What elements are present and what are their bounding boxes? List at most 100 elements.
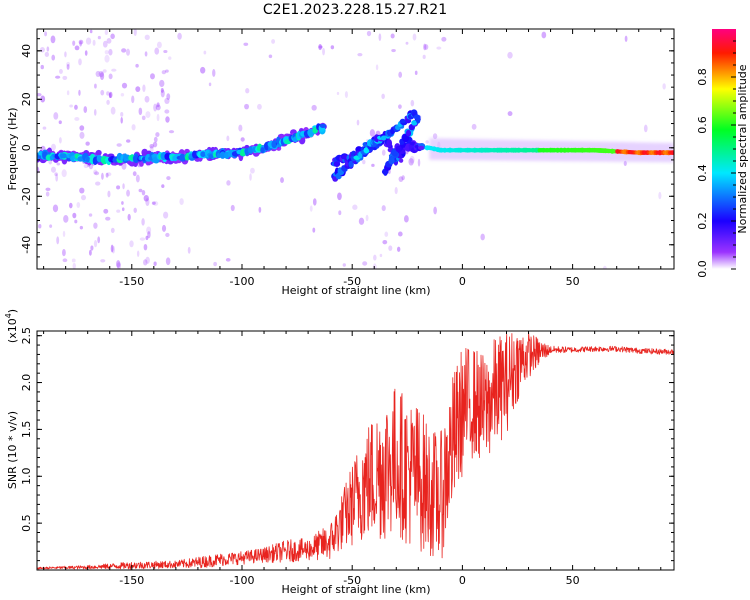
spectrogram-noise-cell (153, 103, 158, 112)
spectrogram-noise-cell (40, 95, 46, 103)
spectrogram-noise-cell (397, 246, 401, 252)
colorbar-ticks: 0.0 0.2 0.4 0.6 0.8 (696, 40, 736, 278)
spectrogram-noise-cell (398, 71, 403, 78)
spectrogram-y-label: Frequency (Hz) (6, 108, 19, 191)
spectrogram-x-label: Height of straight line (km) (281, 284, 430, 297)
snr-frame (36, 330, 675, 571)
spectrogram-cell (179, 153, 186, 162)
spectrogram-noise-cell (39, 47, 45, 53)
spectrogram-noise-cell (136, 250, 140, 257)
spectrogram-cell (405, 118, 412, 124)
spectrogram-noise-cell (409, 155, 415, 164)
spectrogram-noise-cell (59, 69, 63, 74)
spectrogram-noise-cell (95, 70, 101, 78)
spectrogram-noise-cell (104, 54, 110, 63)
spectrogram-noise-cell (111, 68, 117, 72)
spectrogram-noise-cell (507, 111, 513, 117)
x-tick-label: -150 (119, 574, 144, 587)
snr-series-line (37, 331, 674, 570)
spectrogram-noise-cell (62, 258, 68, 263)
spectrogram-noise-cell (336, 91, 340, 95)
spectrogram-noise-cell (405, 41, 409, 45)
spectrogram-noise-cell (108, 48, 113, 56)
snr-x-label: Height of straight line (km) (281, 583, 430, 596)
spectrogram-noise-cell (116, 260, 121, 268)
spectrogram-noise-cell (62, 230, 66, 238)
spectrogram-noise-cell (141, 115, 146, 121)
spectrogram-noise-cell (116, 209, 121, 213)
spectrogram-noise-cell (58, 120, 62, 125)
spectrogram-noise-cell (250, 167, 255, 174)
spectrogram-noise-cell (64, 51, 67, 58)
spectrogram-noise-cell (74, 219, 78, 224)
y-tick-label: 0 (20, 144, 33, 151)
spectrogram-noise-cell (145, 198, 150, 206)
spectrogram-noise-cell (126, 48, 130, 56)
spectrogram-cell (132, 154, 140, 164)
spectrogram-noise-cell (433, 206, 437, 215)
spectrogram-noise-cell (425, 140, 429, 144)
spectrogram-cell (671, 150, 674, 156)
spectrogram-noise-cell (441, 36, 447, 42)
spectrogram-frame (36, 28, 675, 270)
colorbar-tick-label: 0.8 (696, 68, 709, 86)
spectrogram-noise-cell (135, 63, 139, 68)
spectrogram-noise-cell (271, 39, 276, 44)
spectrogram-noise-cell (312, 198, 317, 206)
spectrogram-noise-cell (135, 174, 140, 183)
spectrogram-noise-cell (226, 180, 231, 186)
spectrogram-noise-cell (135, 86, 141, 93)
spectrogram-noise-cell (423, 43, 427, 51)
spectrogram-noise-cell (352, 204, 358, 210)
spectrogram-noise-cell (131, 124, 136, 131)
spectrogram-noise-cell (95, 181, 101, 186)
spectrogram-noise-cell (90, 245, 94, 251)
spectrogram-noise-cell (257, 103, 262, 110)
spectrogram-noise-cell (338, 210, 342, 216)
snr-y-ticks: 0.5 1.0 1.5 2.0 2.5 (20, 327, 674, 571)
x-tick-label: -150 (119, 275, 144, 288)
spectrogram-noise-cell (78, 58, 82, 66)
spectrogram-heatmap (37, 29, 674, 269)
spectrogram-noise-cell (116, 262, 121, 269)
spectrogram-noise-cell (163, 211, 169, 219)
spectrogram-noise-cell (436, 46, 442, 50)
spectrogram-noise-cell (74, 45, 80, 51)
spectrogram-noise-cell (110, 106, 116, 115)
spectrogram-noise-cell (388, 245, 393, 251)
spectrogram-noise-cell (309, 205, 313, 212)
spectrogram-noise-cell (384, 231, 389, 237)
spectrogram-noise-cell (187, 246, 191, 254)
spectrogram-noise-cell (417, 158, 421, 167)
spectrogram-noise-cell (55, 173, 59, 182)
spectrogram-noise-cell (106, 99, 110, 105)
spectrogram-noise-cell (161, 184, 165, 189)
spectrogram-noise-cell (66, 63, 70, 70)
spectrogram-noise-cell (142, 84, 146, 93)
spectrogram-noise-cell (79, 187, 85, 194)
spectrogram-panel: -150 -100 -50 0 50 -40 -20 0 20 40 Height of str… (6, 28, 675, 297)
spectrogram-noise-cell (129, 240, 134, 248)
spectrogram-noise-cell (62, 248, 66, 257)
spectrogram-noise-cell (144, 95, 150, 103)
spectrogram-noise-cell (120, 111, 124, 117)
spectrogram-noise-cell (381, 93, 385, 99)
spectrogram-cell (208, 154, 214, 159)
spectrogram-noise-cell (105, 172, 109, 178)
spectrogram-cell (398, 158, 404, 163)
spectrogram-noise-cell (164, 69, 169, 73)
spectrogram-cell (380, 135, 387, 141)
spectrogram-noise-cell (398, 231, 403, 237)
spectrogram-noise-cell (88, 249, 92, 256)
x-tick-label: -100 (230, 275, 255, 288)
colorbar-label: Normalized spectral amplitude (736, 64, 749, 233)
spectrogram-noise-cell (51, 54, 56, 61)
spectrogram-noise-cell (78, 39, 84, 45)
spectrogram-cell (388, 156, 395, 165)
spectrogram-noise-cell (126, 189, 130, 197)
x-tick-label: 50 (566, 275, 580, 288)
y-tick-label: 2.0 (20, 374, 33, 392)
spectrogram-noise-cell (107, 190, 111, 198)
spectrogram-noise-cell (238, 124, 243, 132)
